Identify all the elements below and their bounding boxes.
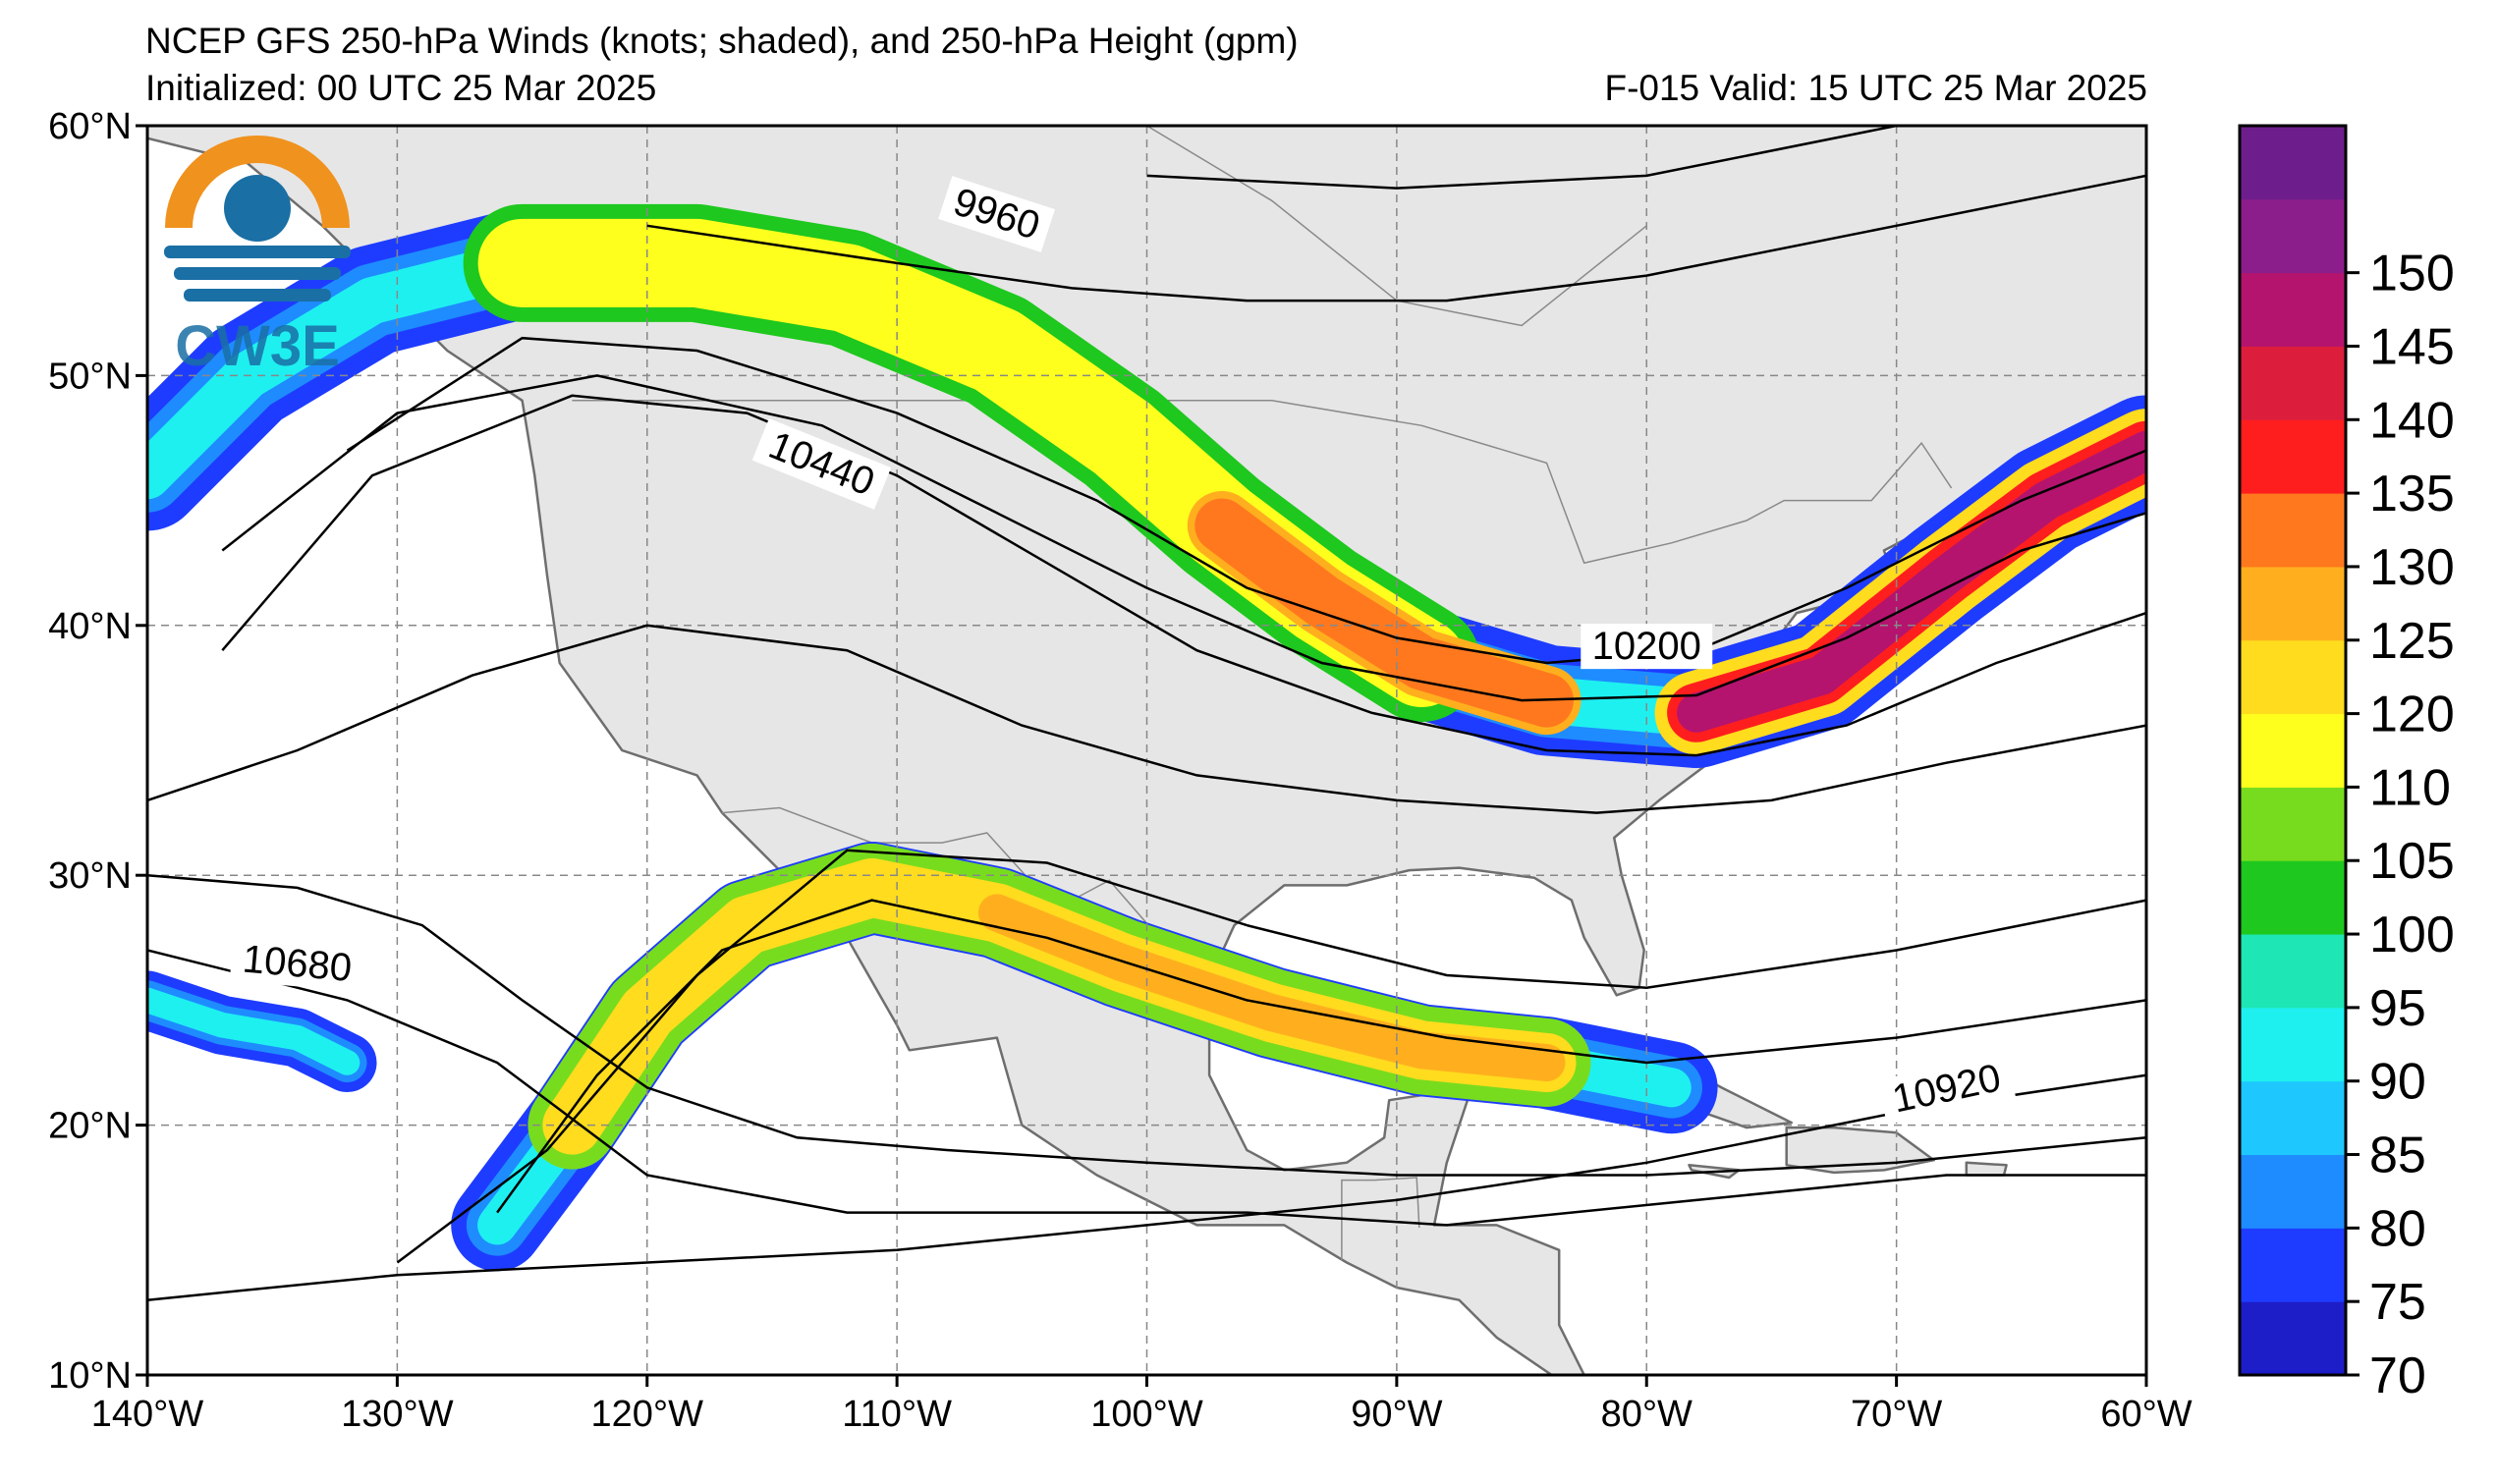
colorbar-frame bbox=[2238, 124, 2348, 1377]
colorbar-label: 90 bbox=[2369, 1054, 2426, 1111]
colorbar-segment bbox=[2240, 419, 2346, 494]
colorbar-segment bbox=[2240, 198, 2346, 274]
colorbar-label: 80 bbox=[2369, 1200, 2426, 1257]
y-tick-label: 30°N bbox=[48, 855, 132, 897]
height-contour-9960 bbox=[646, 174, 2146, 302]
contour-label-10200: 10200 bbox=[1581, 624, 1713, 670]
logo-drop bbox=[224, 175, 291, 242]
height-contour-10440 bbox=[221, 394, 2146, 757]
y-tick-label: 20°N bbox=[48, 1106, 132, 1147]
y-tick-label: 60°N bbox=[48, 106, 132, 147]
logo-wave bbox=[184, 289, 331, 302]
colorbar-segment bbox=[2240, 1154, 2346, 1229]
height-contour-10200 bbox=[346, 336, 2146, 665]
svg-text:10680: 10680 bbox=[241, 937, 354, 990]
height-contour bbox=[147, 624, 2146, 814]
colorbar-segment bbox=[2240, 1007, 2346, 1082]
height-contour bbox=[1146, 126, 1897, 190]
x-tick-label: 80°W bbox=[1601, 1394, 1693, 1435]
x-tick-label: 110°W bbox=[842, 1394, 952, 1435]
colorbar-label: 100 bbox=[2369, 907, 2455, 963]
colorbar: 70 75 80 85 90 95 100 105 110 120 125 130 135 140 145 1… bbox=[2238, 124, 2455, 1404]
country-border bbox=[722, 806, 1218, 979]
colorbar-label: 130 bbox=[2369, 539, 2455, 596]
pacific-jet-fragment-band bbox=[147, 987, 361, 1075]
colorbar-label: 125 bbox=[2369, 613, 2455, 670]
logo-wave bbox=[174, 267, 341, 280]
chart-title: NCEP GFS 250-hPa Winds (knots; shaded), … bbox=[145, 21, 1299, 61]
init-time: Initialized: 00 UTC 25 Mar 2025 bbox=[145, 68, 657, 108]
colorbar-segment bbox=[2240, 639, 2346, 715]
country-border bbox=[572, 400, 1953, 565]
colorbar-segment bbox=[2240, 713, 2346, 788]
height-contour bbox=[221, 374, 2146, 702]
colorbar-segment bbox=[2240, 934, 2346, 1009]
colorbar-label: 110 bbox=[2369, 759, 2451, 816]
gridlines bbox=[147, 126, 2146, 1375]
colorbar-label: 85 bbox=[2369, 1127, 2426, 1184]
x-tick-label: 70°W bbox=[1851, 1394, 1942, 1435]
x-tick-label: 120°W bbox=[591, 1394, 704, 1435]
colorbar-segment bbox=[2240, 346, 2346, 420]
northern-jet-core bbox=[1677, 430, 2146, 733]
colorbar-segment bbox=[2240, 272, 2346, 347]
contour-label-10680: 10680 bbox=[229, 935, 365, 992]
valid-time: F-015 Valid: 15 UTC 25 Mar 2025 bbox=[1604, 68, 2147, 108]
height-contour-10680 bbox=[147, 873, 2146, 1177]
colorbar-label: 105 bbox=[2369, 833, 2455, 890]
colorbar-label: 120 bbox=[2369, 687, 2455, 743]
x-tick-label: 100°W bbox=[1090, 1394, 1203, 1435]
colorbar-label: 150 bbox=[2369, 246, 2455, 302]
height-contour-10920 bbox=[147, 1073, 2146, 1301]
map-plot-area bbox=[147, 126, 2146, 1375]
colorbar-segment bbox=[2240, 1228, 2346, 1302]
cw3e-logo-icon: CW3E bbox=[164, 136, 351, 378]
x-tick-label: 140°W bbox=[91, 1394, 204, 1435]
y-tick-label: 40°N bbox=[48, 606, 132, 647]
wind-speed-shading bbox=[147, 203, 2146, 1272]
colorbar-label: 95 bbox=[2369, 980, 2426, 1037]
colorbar-label: 140 bbox=[2369, 392, 2455, 449]
colorbar-segment bbox=[2240, 860, 2346, 935]
y-tick-label: 10°N bbox=[48, 1355, 132, 1397]
x-tick-label: 60°W bbox=[2100, 1394, 2192, 1435]
colorbar-segment bbox=[2240, 493, 2346, 568]
height-contour bbox=[396, 849, 2146, 1264]
colorbar-label: 70 bbox=[2369, 1347, 2426, 1404]
colorbar-segment bbox=[2240, 566, 2346, 641]
height-contours bbox=[147, 126, 2146, 1301]
colorbar-label: 75 bbox=[2369, 1274, 2426, 1331]
subtropical-jet-core bbox=[977, 894, 1566, 1081]
colorbar-segment bbox=[2240, 126, 2346, 200]
northern-jet-core bbox=[1194, 498, 1574, 728]
height-contour bbox=[147, 949, 2146, 1227]
logo-arc bbox=[165, 136, 350, 229]
colorbar-label: 145 bbox=[2369, 318, 2455, 375]
logo-text: CW3E bbox=[175, 314, 340, 378]
colorbar-segment bbox=[2240, 787, 2346, 861]
colorbar-label: 135 bbox=[2369, 466, 2455, 522]
logo-wave bbox=[164, 246, 351, 258]
height-contour bbox=[496, 899, 2146, 1214]
x-tick-label: 130°W bbox=[341, 1394, 454, 1435]
colorbar-segment bbox=[2240, 1080, 2346, 1156]
x-tick-label: 90°W bbox=[1351, 1394, 1442, 1435]
y-tick-label: 50°N bbox=[48, 356, 132, 397]
svg-text:10200: 10200 bbox=[1592, 625, 1701, 668]
puerto-rico-land bbox=[1965, 1161, 2008, 1177]
colorbar-segment bbox=[2240, 1301, 2346, 1376]
